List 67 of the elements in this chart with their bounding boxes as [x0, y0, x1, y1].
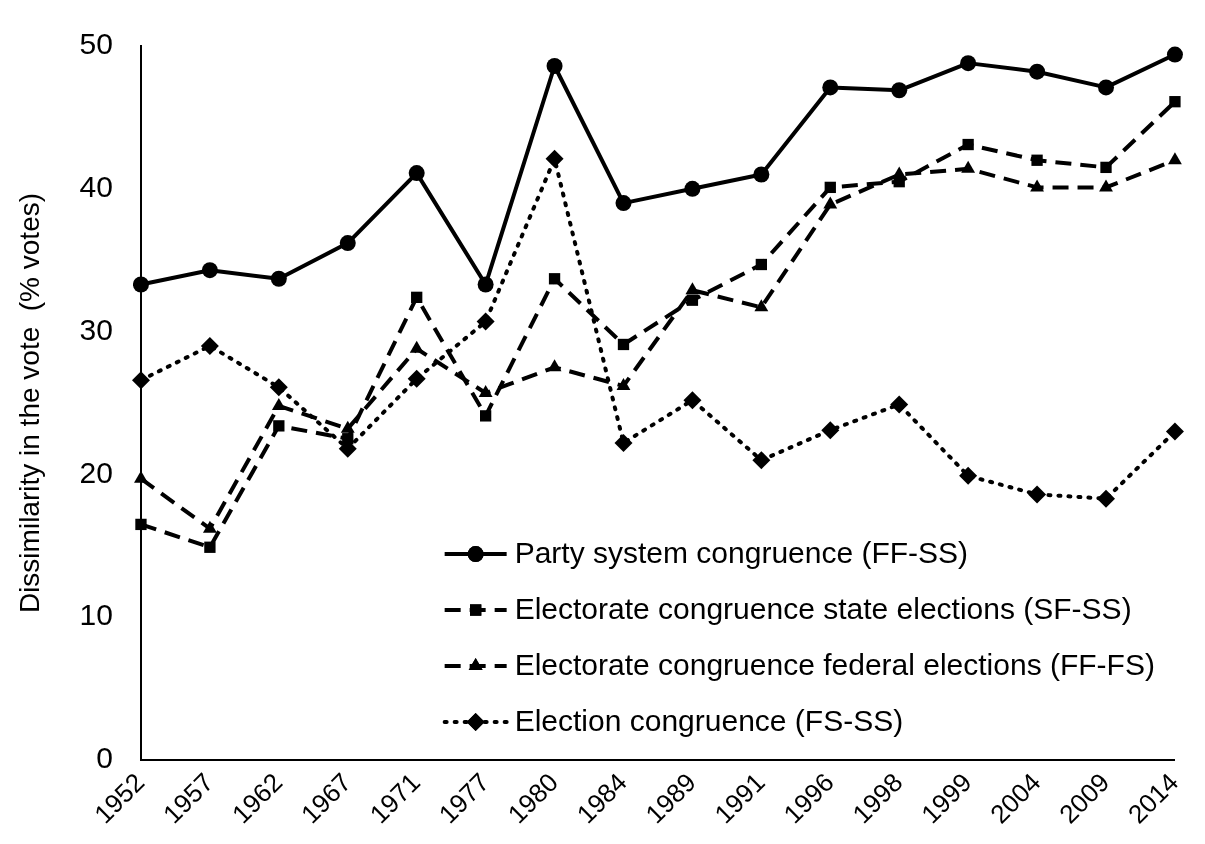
point — [411, 291, 423, 303]
point — [547, 359, 562, 372]
point — [614, 434, 633, 453]
y-tick-label: 30 — [79, 312, 113, 346]
point — [1030, 179, 1044, 192]
y-tick-label: 20 — [79, 455, 113, 489]
point — [132, 276, 149, 293]
point — [615, 195, 632, 212]
point — [204, 541, 216, 553]
point — [1165, 422, 1184, 441]
point — [1169, 96, 1181, 108]
point — [1031, 154, 1043, 166]
legend-label: Election congruence (FS-SS) — [514, 704, 904, 738]
point — [822, 79, 839, 96]
legend-label: Electorate congruence state elections (SF-SS) — [514, 592, 1132, 626]
point — [684, 180, 701, 197]
point — [754, 299, 769, 312]
legend-label: Electorate congruence federal elections (FF-FS) — [514, 648, 1155, 682]
point — [1100, 161, 1112, 174]
legend-label: Party system congruence (FF-SS) — [514, 536, 969, 570]
point — [959, 466, 978, 485]
point — [342, 433, 354, 445]
point — [269, 378, 288, 397]
point — [477, 276, 494, 293]
point — [960, 55, 977, 72]
point — [548, 273, 561, 285]
y-axis-title: Dissimilarity in the vote (% votes) — [13, 192, 45, 614]
point — [891, 82, 908, 99]
point — [273, 420, 285, 432]
point — [546, 57, 563, 74]
point — [961, 160, 976, 173]
point — [476, 312, 495, 331]
point — [755, 258, 768, 271]
point — [1099, 179, 1113, 192]
point — [408, 165, 425, 182]
point — [890, 395, 909, 414]
point — [407, 369, 426, 388]
point — [479, 410, 492, 422]
point — [685, 282, 700, 295]
point — [1029, 63, 1046, 80]
point — [686, 294, 699, 306]
point — [1028, 485, 1047, 504]
point — [1168, 152, 1182, 165]
y-tick-label: 50 — [79, 27, 113, 61]
point — [823, 196, 838, 209]
y-tick-label: 10 — [79, 598, 113, 632]
point — [545, 149, 564, 168]
point — [270, 270, 287, 287]
point — [200, 336, 219, 355]
y-tick-label: 0 — [96, 741, 113, 775]
point — [339, 235, 356, 252]
point — [683, 391, 702, 410]
y-tick-label: 40 — [79, 170, 113, 204]
point — [478, 385, 493, 398]
point — [962, 138, 974, 151]
point — [1098, 79, 1115, 96]
point — [821, 421, 840, 440]
point — [1166, 46, 1183, 63]
point — [824, 181, 836, 194]
point — [131, 371, 150, 390]
point — [893, 176, 905, 188]
point — [1097, 489, 1116, 508]
point — [752, 451, 771, 470]
point — [201, 262, 218, 279]
point — [617, 338, 630, 351]
point — [753, 166, 770, 183]
point — [135, 518, 147, 531]
